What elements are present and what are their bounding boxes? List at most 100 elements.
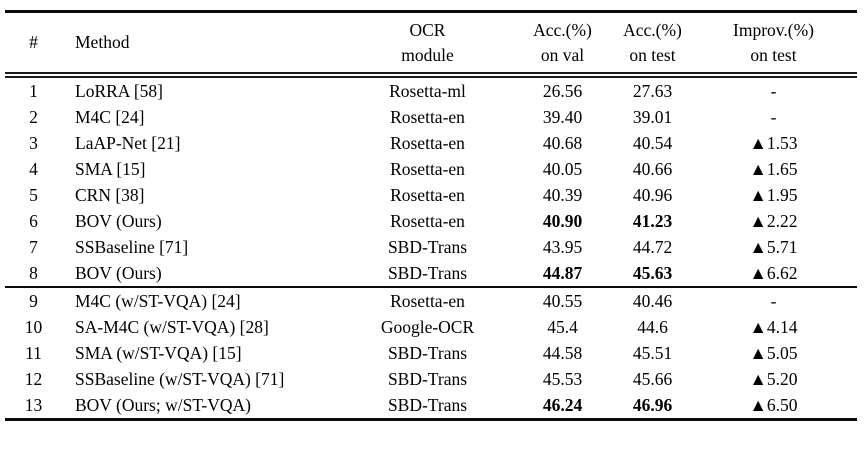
cell-row-number: 6	[29, 211, 38, 231]
cell-improv-test: ▲4.14	[749, 317, 798, 337]
cell-acc-val: 40.90	[542, 211, 583, 231]
col-header-number-label: #	[29, 32, 38, 52]
cell-acc-val: 43.95	[542, 237, 583, 257]
cell-improv-test: ▲5.20	[749, 369, 798, 389]
col-header-acc-test-line1: Acc.(%)	[623, 19, 682, 40]
table-row: 3 LaAP-Net [21] Rosetta-en 40.68 40.54 ▲…	[5, 130, 857, 156]
cell-method: BOV (Ours; w/ST-VQA)	[75, 395, 251, 415]
cell-method: LoRRA [58]	[75, 81, 163, 101]
col-header-ocr-line2: module	[401, 44, 454, 65]
cell-improv-test: ▲6.62	[749, 263, 798, 283]
cell-method: BOV (Ours)	[75, 263, 162, 283]
cell-acc-test: 39.01	[632, 107, 673, 127]
cell-improv-test: ▲1.65	[749, 159, 798, 179]
cell-improv-test: -	[690, 286, 857, 314]
table-row: 8 BOV (Ours) SBD-Trans 44.87 45.63 ▲6.62	[5, 260, 857, 287]
cell-row-number: 9	[5, 286, 62, 314]
cell-acc-test: 45.63	[632, 263, 673, 283]
cell-acc-val: 44.87	[542, 263, 583, 283]
results-table-container: # Method OCR module Acc.(%) on val Acc.(…	[5, 10, 857, 421]
cell-row-number: 8	[29, 263, 38, 283]
cell-method: CRN [38]	[75, 185, 145, 205]
cell-acc-val: 40.55	[510, 286, 615, 314]
cell-ocr-module: Rosetta-en	[390, 133, 465, 153]
col-header-ocr-line1: OCR	[409, 19, 446, 40]
cell-acc-test: 41.23	[632, 211, 673, 231]
cell-ocr-module: Rosetta-en	[345, 286, 510, 314]
cell-method: SMA [15]	[75, 159, 146, 179]
cell-acc-test: 44.72	[632, 237, 673, 257]
table-row: 5 CRN [38] Rosetta-en 40.39 40.96 ▲1.95	[5, 182, 857, 208]
cell-ocr-module: Rosetta-en	[390, 159, 465, 179]
table-row: 9 M4C (w/ST-VQA) [24] Rosetta-en 40.55 4…	[5, 286, 857, 314]
cell-acc-test: 40.66	[632, 159, 673, 179]
cell-ocr-module: Rosetta-en	[390, 185, 465, 205]
cell-improv-test: ▲1.53	[749, 133, 798, 153]
cell-acc-test: 40.96	[632, 185, 673, 205]
cell-row-number: 2	[29, 107, 38, 127]
cell-method: M4C (w/ST-VQA) [24]	[62, 286, 345, 314]
cell-row-number: 12	[24, 369, 43, 389]
col-header-ocr-module: OCR module	[345, 11, 510, 78]
cell-acc-test: 44.6	[637, 317, 668, 337]
cell-ocr-module: SBD-Trans	[387, 237, 468, 257]
cell-row-number: 5	[29, 185, 38, 205]
table-row: 10 SA-M4C (w/ST-VQA) [28] Google-OCR 45.…	[5, 314, 857, 340]
col-header-method-label: Method	[75, 32, 130, 52]
cell-acc-test: 27.63	[632, 81, 673, 101]
cell-acc-test: 40.54	[632, 133, 673, 153]
cell-acc-val: 40.39	[542, 185, 583, 205]
cell-ocr-module: SBD-Trans	[387, 395, 468, 415]
cell-ocr-module: Rosetta-en	[390, 107, 465, 127]
cell-ocr-module: Google-OCR	[380, 317, 475, 337]
cell-acc-val: 40.05	[542, 159, 583, 179]
cell-improv-test: -	[770, 107, 777, 127]
cell-improv-test: ▲2.22	[749, 211, 798, 231]
cell-method: SSBaseline [71]	[75, 237, 189, 257]
cell-ocr-module: SBD-Trans	[387, 263, 468, 283]
col-header-acc-val-line1: Acc.(%)	[533, 19, 592, 40]
table-row: 2 M4C [24] Rosetta-en 39.40 39.01 -	[5, 104, 857, 130]
cell-row-number: 13	[24, 395, 43, 415]
cell-row-number: 7	[29, 237, 38, 257]
table-row: 4 SMA [15] Rosetta-en 40.05 40.66 ▲1.65	[5, 156, 857, 182]
cell-ocr-module: Rosetta-ml	[389, 81, 466, 101]
cell-row-number: 11	[25, 343, 42, 363]
cell-ocr-module: Rosetta-en	[390, 211, 465, 231]
cell-row-number: 3	[29, 133, 38, 153]
cell-acc-val: 45.53	[542, 369, 583, 389]
results-table: # Method OCR module Acc.(%) on val Acc.(…	[5, 10, 857, 421]
cell-acc-val: 44.58	[542, 343, 583, 363]
cell-ocr-module: SBD-Trans	[387, 369, 468, 389]
cell-acc-test: 45.51	[632, 343, 673, 363]
cell-ocr-module: SBD-Trans	[387, 343, 468, 363]
cell-row-number: 4	[29, 159, 38, 179]
col-header-acc-test: Acc.(%) on test	[615, 11, 690, 78]
table-body-group-2: 9 M4C (w/ST-VQA) [24] Rosetta-en 40.55 4…	[5, 286, 857, 420]
cell-method: BOV (Ours)	[75, 211, 162, 231]
cell-improv-test: ▲5.71	[749, 237, 798, 257]
col-header-acc-test-line2: on test	[629, 44, 676, 65]
cell-method: SSBaseline (w/ST-VQA) [71]	[75, 369, 285, 389]
cell-acc-val: 39.40	[542, 107, 583, 127]
cell-improv-test: ▲1.95	[749, 185, 798, 205]
col-header-improv-line2: on test	[750, 44, 797, 65]
cell-acc-val: 45.4	[547, 317, 578, 337]
cell-acc-test: 46.96	[632, 395, 673, 415]
col-header-improv-test: Improv.(%) on test	[690, 11, 857, 78]
table-row: 6 BOV (Ours) Rosetta-en 40.90 41.23 ▲2.2…	[5, 208, 857, 234]
table-row: 11 SMA (w/ST-VQA) [15] SBD-Trans 44.58 4…	[5, 340, 857, 366]
header-row: # Method OCR module Acc.(%) on val Acc.(…	[5, 11, 857, 78]
col-header-acc-val: Acc.(%) on val	[510, 11, 615, 78]
cell-acc-test: 40.46	[615, 286, 690, 314]
cell-method: SMA (w/ST-VQA) [15]	[75, 343, 242, 363]
cell-improv-test: ▲5.05	[749, 343, 798, 363]
cell-acc-val: 40.68	[542, 133, 583, 153]
cell-row-number: 1	[29, 81, 38, 101]
cell-acc-val: 46.24	[542, 395, 583, 415]
cell-improv-test: -	[770, 81, 777, 101]
cell-acc-test: 45.66	[632, 369, 673, 389]
col-header-improv-line1: Improv.(%)	[733, 19, 814, 40]
table-header: # Method OCR module Acc.(%) on val Acc.(…	[5, 11, 857, 78]
cell-row-number: 10	[24, 317, 43, 337]
